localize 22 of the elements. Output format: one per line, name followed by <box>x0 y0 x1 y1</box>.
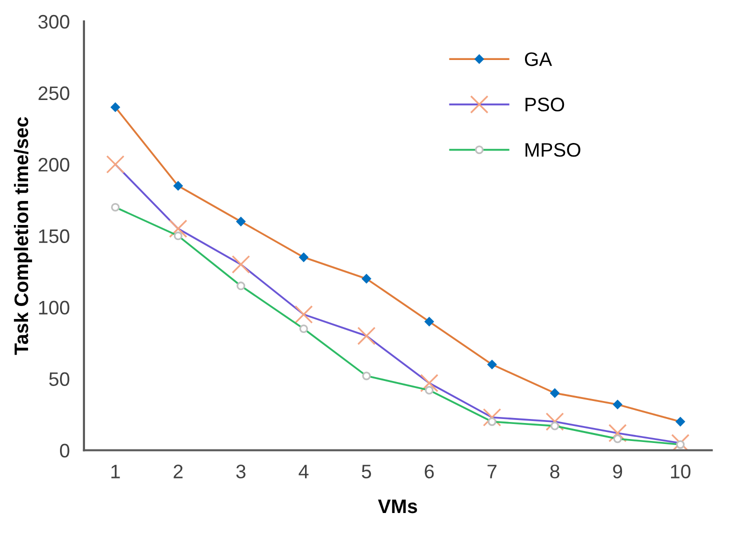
y-tick-label: 300 <box>38 14 70 29</box>
x-tick-label: 4 <box>298 464 309 478</box>
y-tick-label: 0 <box>60 444 70 458</box>
x-tick-label: 3 <box>236 464 246 478</box>
x-tick-label: 2 <box>174 464 183 478</box>
y-tick-label: 100 <box>39 300 70 315</box>
x-tick-label: 6 <box>424 464 434 478</box>
legend-label: GA <box>524 52 552 66</box>
x-axis-title: VMs <box>378 500 418 514</box>
y-tick-label: 250 <box>38 86 70 100</box>
x-tick-label: 9 <box>613 464 622 478</box>
y-tick-label: 50 <box>49 372 70 386</box>
x-tick-label: 5 <box>362 464 372 478</box>
y-tick-label: 150 <box>39 229 70 244</box>
legend-label: MPSO <box>526 143 580 157</box>
x-tick-label: 8 <box>550 464 560 478</box>
y-tick-label: 200 <box>38 158 70 172</box>
x-tick-label: 7 <box>488 464 496 478</box>
x-tick-label: 10 <box>671 464 690 478</box>
x-tick-label: 1 <box>111 464 120 478</box>
y-axis-title: Task Completion time/sec <box>14 117 32 355</box>
legend-label: PSO <box>526 98 564 112</box>
